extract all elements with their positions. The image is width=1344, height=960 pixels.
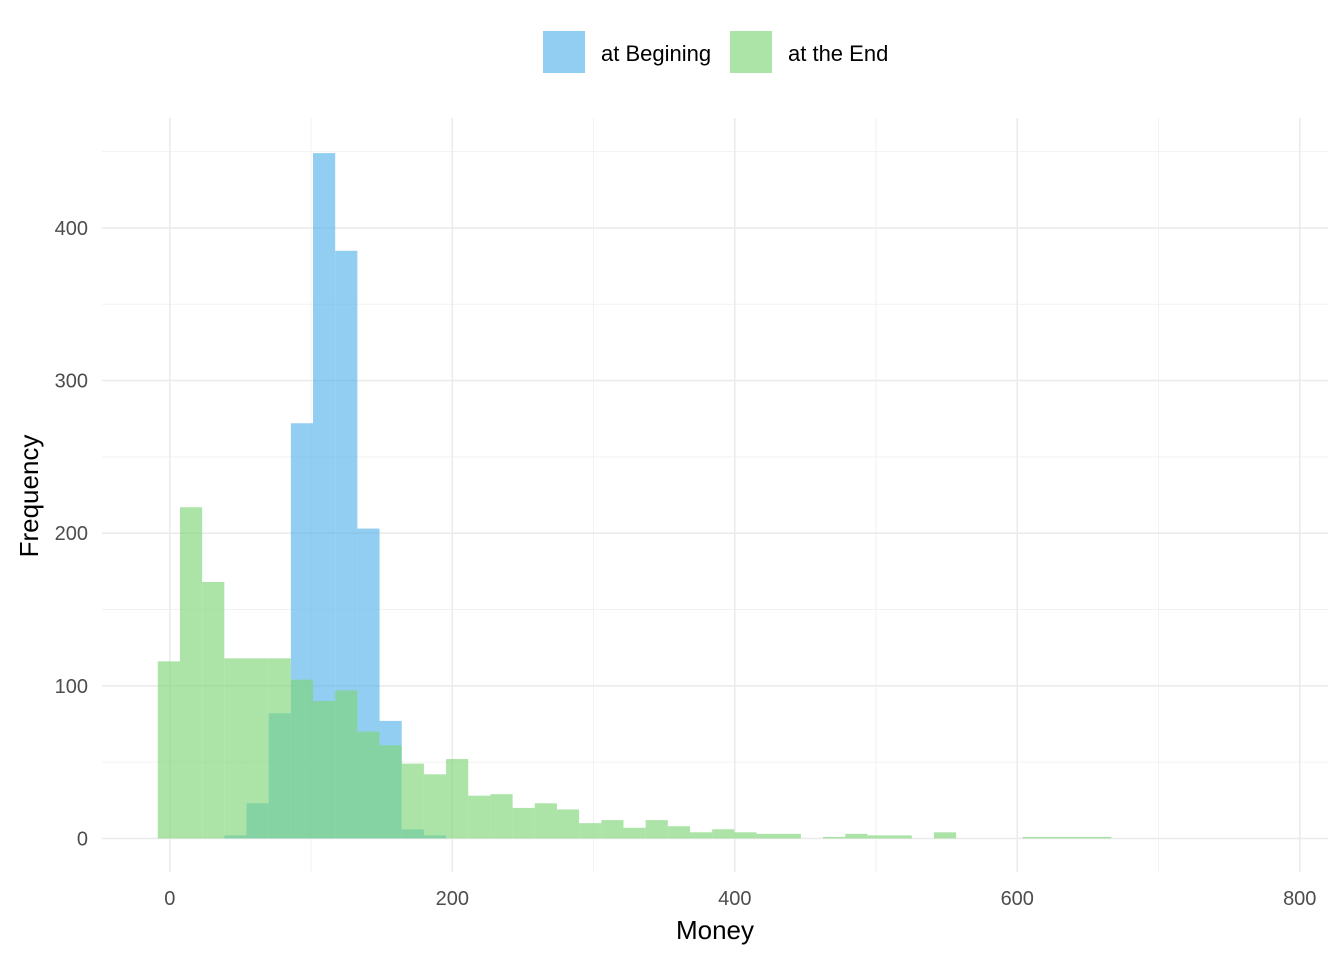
histogram-bar — [601, 820, 624, 839]
x-tick-label: 200 — [436, 888, 469, 910]
y-tick-label: 200 — [55, 523, 88, 545]
histogram-bar — [179, 507, 203, 839]
histogram-bar — [867, 835, 890, 839]
histogram-bar — [313, 701, 336, 839]
legend-key-at-begining — [543, 31, 585, 73]
histogram-bar — [556, 809, 580, 839]
histogram-bar — [712, 829, 735, 839]
histogram-bar — [579, 823, 602, 839]
histogram-bar — [246, 658, 269, 839]
histogram-bar — [933, 832, 957, 839]
x-tick-label: 800 — [1283, 888, 1316, 910]
legend-label-at-the-end: at the End — [788, 41, 888, 66]
histogram-bar — [534, 803, 557, 839]
y-tick-label: 400 — [55, 218, 88, 240]
histogram-bar — [1022, 836, 1045, 839]
histogram-bar — [423, 774, 447, 839]
histogram-bar — [446, 759, 469, 839]
histogram-bar — [379, 745, 402, 839]
histogram-bar — [290, 679, 314, 839]
histogram-bar — [157, 661, 180, 839]
histogram-bar — [823, 836, 846, 839]
y-axis-title: Frequency — [14, 435, 44, 558]
histogram-bar — [845, 833, 868, 839]
x-tick-label: 0 — [164, 888, 175, 910]
legend: at Begining at the End — [543, 31, 888, 73]
histogram-bar — [889, 835, 912, 839]
histogram-bar — [512, 807, 535, 839]
histogram-bar — [335, 690, 358, 839]
y-tick-label: 100 — [55, 676, 88, 698]
histogram-bar — [1044, 836, 1067, 839]
histogram-bar — [268, 658, 291, 839]
histogram-bar — [734, 832, 757, 839]
histogram-bar — [468, 795, 491, 839]
histogram-bar — [778, 833, 801, 839]
histogram-bar — [1089, 836, 1112, 839]
histogram-bar — [401, 763, 424, 839]
y-tick-label: 300 — [55, 371, 88, 393]
histogram-bar — [357, 731, 380, 839]
axis-tick-labels: 0 200 400 600 800 0 100 200 300 400 — [55, 218, 1317, 910]
histogram-bar — [623, 827, 646, 839]
histogram-bar — [645, 820, 668, 839]
histogram-bars — [157, 153, 1112, 839]
histogram-bar — [1066, 836, 1090, 839]
histogram-bar — [202, 582, 225, 839]
x-axis-title: Money — [676, 915, 754, 945]
histogram-bar — [224, 658, 247, 839]
x-tick-label: 400 — [718, 888, 751, 910]
y-tick-label: 0 — [77, 828, 88, 850]
histogram-bar — [689, 832, 713, 839]
legend-label-at-begining: at Begining — [601, 41, 711, 66]
x-tick-label: 600 — [1001, 888, 1034, 910]
histogram-bar — [490, 794, 513, 839]
histogram-bar — [667, 826, 690, 839]
series-1-bars — [157, 507, 1112, 839]
histogram-bar — [756, 833, 779, 839]
legend-key-at-the-end — [730, 31, 772, 73]
histogram-bar — [313, 153, 336, 839]
